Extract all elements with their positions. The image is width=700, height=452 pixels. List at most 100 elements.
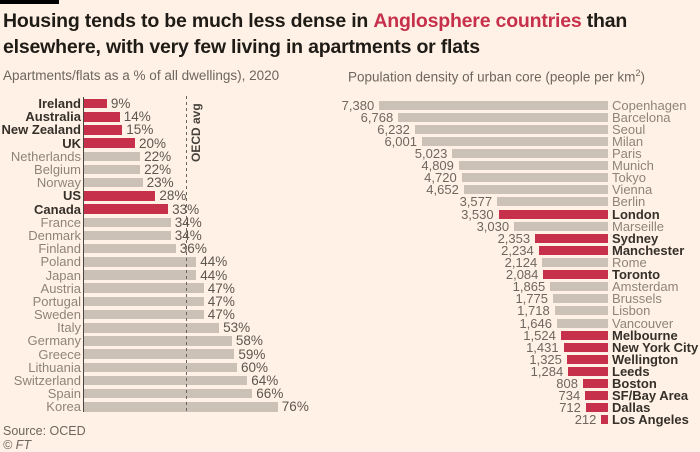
city-label: Paris (612, 146, 642, 161)
bar (84, 164, 141, 175)
city-label: Marseille (612, 218, 665, 234)
value-label: 47% (207, 307, 235, 323)
city-label: Seoul (612, 121, 646, 137)
bar (601, 415, 608, 425)
city-label: Dallas (612, 400, 651, 416)
value-label: 1,284 (530, 363, 564, 379)
value-label: 14% (123, 109, 151, 125)
value-label: 1,718 (517, 303, 550, 319)
value-label: 53% (223, 320, 251, 336)
bar-row: 4,809 Munich (338, 158, 700, 174)
bar (84, 402, 278, 412)
bar (84, 191, 156, 201)
country-label: Norway (36, 175, 81, 191)
country-label: Lithuania (28, 359, 81, 375)
apartments-chart: OECD avg Ireland 9% Australia 14% New Zealan… (0, 96, 338, 414)
bar-row: 212 Los Angeles (338, 412, 700, 428)
bar-row: 1,865 Amsterdam (338, 279, 700, 295)
country-label: France (40, 214, 81, 230)
bar-row: 7,380 Copenhagen (338, 98, 700, 113)
bar (84, 112, 120, 122)
value-label: 808 (556, 376, 578, 392)
value-label: 2,124 (504, 254, 538, 270)
bar-row: Ireland 9% (0, 96, 338, 112)
bar (84, 230, 171, 241)
country-label: UK (62, 135, 81, 151)
value-label: 23% (146, 175, 174, 191)
value-label: 3,530 (461, 206, 494, 222)
bar-row: Portugal 47% (0, 294, 338, 309)
bar-row: 1,775 Brussels (338, 291, 700, 307)
bar-row: Greece 59% (0, 347, 338, 362)
value-label: 1,775 (515, 291, 548, 307)
bar-row: Switzerland 64% (0, 373, 338, 389)
right-subtitle-text: Population density of urban core (people… (348, 69, 636, 85)
bar (583, 379, 608, 389)
right-subtitle-close: ) (640, 69, 645, 85)
bar-row: Denmark 34% (0, 228, 338, 243)
city-label: Los Angeles (612, 412, 689, 428)
value-label: 3,030 (476, 218, 510, 234)
country-label: Belgium (34, 162, 81, 178)
bar-row: 808 Boston (338, 376, 700, 392)
bar (535, 233, 608, 243)
value-label: 212 (574, 412, 597, 428)
bar (84, 138, 135, 148)
bar-row: 712 Dallas (338, 400, 700, 416)
bar-row: Finland 36% (0, 241, 338, 256)
value-label: 4,809 (421, 158, 454, 174)
value-label: 3,577 (459, 194, 493, 210)
bar (514, 221, 608, 231)
city-label: New York City (612, 339, 699, 355)
city-label: Tokyo (612, 170, 646, 186)
bar-row: Germany 58% (0, 333, 338, 349)
bar (554, 306, 608, 316)
value-label: 6,768 (360, 109, 394, 125)
country-label: Ireland (38, 96, 81, 112)
bar (398, 112, 608, 122)
title-text-1: Housing tends to be much less dense in (3, 10, 374, 32)
bar-row: 4,652 Vienna (338, 182, 700, 198)
bar-row: Belgium 22% (0, 162, 338, 178)
bar (84, 349, 235, 359)
city-label: Vancouver (612, 315, 674, 331)
bar-row: 6,232 Seoul (338, 121, 700, 137)
bar-row: Canada 33% (0, 202, 338, 217)
title-line2: elsewhere, with very few living in apart… (3, 36, 480, 58)
country-label: Spain (47, 386, 81, 402)
bar (84, 257, 197, 267)
bar-row: Norway 23% (0, 175, 338, 191)
value-label: 47% (207, 280, 235, 296)
city-label: Brussels (612, 291, 662, 307)
right-chart-subtitle: Population density of urban core (people… (348, 68, 645, 85)
title-highlight: Anglosphere countries (373, 10, 582, 32)
bar-row: Italy 53% (0, 320, 338, 336)
city-label: Toronto (612, 267, 661, 283)
ft-black-bar (0, 0, 59, 4)
bar-row: 4,720 Tokyo (338, 170, 700, 186)
country-label: Australia (25, 109, 81, 125)
value-label: 1,646 (519, 315, 552, 331)
value-label: 58% (235, 333, 263, 349)
value-label: 734 (558, 388, 581, 404)
bar-row: 2,353 Sydney (338, 231, 700, 246)
oecd-avg-label: OECD avg (189, 103, 203, 162)
value-label: 712 (559, 400, 581, 416)
bar-row: 5,023 Paris (338, 146, 700, 161)
value-label: 1,865 (512, 279, 546, 295)
bar (458, 161, 608, 171)
value-label: 4,652 (426, 182, 459, 198)
bar-row: Sweden 47% (0, 307, 338, 323)
city-label: Leeds (612, 363, 650, 379)
value-label: 2,084 (505, 267, 539, 283)
bar (414, 124, 608, 134)
value-label: 64% (251, 373, 279, 389)
bar (461, 173, 608, 183)
bar-row: 1,718 Lisbon (338, 303, 700, 319)
value-label: 9% (110, 96, 131, 112)
country-label: Sweden (34, 307, 81, 323)
bar (84, 98, 107, 109)
bar-row: Netherlands 22% (0, 149, 338, 164)
bar (84, 323, 220, 333)
bar-row: France 34% (0, 214, 338, 230)
